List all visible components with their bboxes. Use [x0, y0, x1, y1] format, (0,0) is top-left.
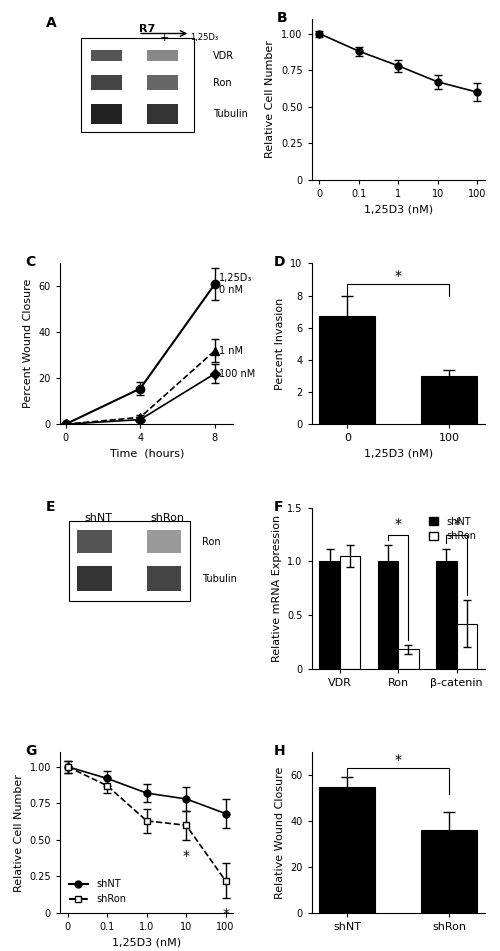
Bar — [78, 566, 112, 592]
Bar — [146, 531, 182, 553]
Text: Ron: Ron — [212, 78, 232, 88]
Text: *: * — [395, 269, 402, 282]
Bar — [320, 786, 376, 913]
Text: +: + — [160, 33, 169, 44]
Legend: shNT, shRon: shNT, shRon — [425, 513, 480, 545]
Bar — [78, 531, 112, 553]
Bar — [81, 38, 194, 131]
Text: *: * — [222, 907, 229, 922]
Bar — [146, 566, 182, 592]
X-axis label: 1,25D3 (nM): 1,25D3 (nM) — [112, 938, 182, 947]
Text: *: * — [182, 848, 190, 863]
Bar — [421, 376, 477, 424]
Bar — [68, 520, 190, 601]
Text: E: E — [46, 500, 56, 514]
Bar — [320, 317, 376, 424]
Bar — [378, 561, 398, 669]
Y-axis label: Relative mRNA Expression: Relative mRNA Expression — [272, 514, 281, 662]
Y-axis label: Percent Invasion: Percent Invasion — [274, 298, 284, 390]
Y-axis label: Relative Wound Closure: Relative Wound Closure — [274, 767, 284, 899]
Text: H: H — [274, 744, 285, 758]
Bar — [91, 75, 122, 89]
Text: *: * — [453, 517, 460, 532]
X-axis label: Time  (hours): Time (hours) — [110, 449, 184, 458]
Text: A: A — [46, 16, 57, 29]
Text: F: F — [274, 500, 283, 514]
Y-axis label: Relative Cell Number: Relative Cell Number — [14, 773, 24, 891]
Bar — [146, 75, 178, 89]
Text: Tubulin: Tubulin — [212, 108, 248, 119]
Text: VDR: VDR — [212, 51, 234, 61]
Bar — [146, 49, 178, 61]
Bar — [421, 830, 477, 913]
Bar — [340, 556, 360, 669]
Text: R7: R7 — [138, 24, 155, 34]
Bar — [456, 624, 477, 669]
Text: D: D — [274, 256, 285, 269]
Text: 100 nM: 100 nM — [218, 369, 255, 378]
Text: 1,25D₃: 1,25D₃ — [190, 33, 218, 43]
Bar — [398, 650, 418, 669]
Bar — [320, 561, 340, 669]
Text: *: * — [395, 753, 402, 767]
Text: *: * — [395, 517, 402, 532]
Text: B: B — [277, 11, 287, 25]
Text: Ron: Ron — [202, 536, 221, 547]
Text: shNT: shNT — [84, 513, 112, 523]
X-axis label: 1,25D3 (nM): 1,25D3 (nM) — [364, 449, 433, 458]
Bar — [146, 105, 178, 124]
Text: Tubulin: Tubulin — [202, 573, 237, 584]
X-axis label: 1,25D3 (nM): 1,25D3 (nM) — [364, 204, 433, 214]
Text: 1,25D₃
0 nM: 1,25D₃ 0 nM — [218, 273, 252, 295]
Bar — [91, 105, 122, 124]
Bar — [436, 561, 456, 669]
Bar — [91, 49, 122, 61]
Y-axis label: Relative Cell Number: Relative Cell Number — [266, 41, 276, 159]
Text: C: C — [26, 256, 36, 269]
Text: –: – — [109, 33, 115, 44]
Text: shRon: shRon — [150, 513, 184, 523]
Text: G: G — [26, 744, 36, 758]
Y-axis label: Percent Wound Closure: Percent Wound Closure — [23, 279, 33, 409]
Legend: shNT, shRon: shNT, shRon — [65, 876, 130, 908]
Text: 1 nM: 1 nM — [218, 345, 242, 356]
